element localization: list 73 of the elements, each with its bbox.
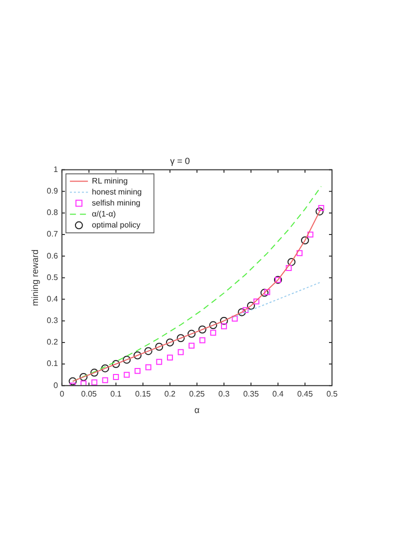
point	[246, 302, 255, 310]
point	[296, 250, 303, 256]
point	[260, 288, 268, 297]
x-tick-label: 0.3	[218, 390, 230, 399]
x-tick-label: 0.1	[110, 390, 122, 399]
point	[188, 342, 195, 349]
point	[287, 258, 296, 266]
y-tick-label: 1	[53, 165, 58, 174]
point	[155, 342, 164, 351]
point	[178, 349, 184, 356]
chart-title: γ = 0	[170, 156, 190, 166]
point	[80, 380, 87, 386]
point	[90, 368, 98, 377]
y-tick-label: 0.1	[46, 359, 58, 368]
legend-label: honest mining	[92, 188, 142, 197]
point	[156, 358, 162, 365]
point	[80, 372, 88, 381]
y-axis-title: mining reward	[30, 249, 40, 306]
point	[102, 377, 108, 384]
point	[286, 265, 292, 271]
x-tick-label: 0.4	[272, 390, 284, 399]
y-tick-label: 0	[53, 380, 58, 390]
point	[134, 368, 141, 374]
x-tick-label: 0.2	[164, 390, 176, 399]
x-tick-label: 0.35	[243, 390, 260, 399]
y-tick-label: 0.8	[46, 208, 58, 218]
legend-label: optimal policy	[92, 220, 140, 230]
point	[300, 236, 309, 244]
point	[166, 354, 173, 361]
point	[232, 316, 238, 322]
point	[112, 360, 120, 368]
y-tick-label: 0.5	[46, 272, 58, 282]
point	[238, 308, 246, 316]
point	[307, 232, 314, 238]
point	[242, 307, 249, 314]
point	[264, 289, 270, 296]
legend-label: RL mining	[92, 176, 128, 186]
point	[134, 351, 142, 360]
x-tick-label: 0.15	[135, 390, 152, 399]
point	[198, 325, 206, 334]
point	[199, 337, 206, 344]
point	[101, 364, 110, 372]
point	[318, 205, 324, 211]
point	[122, 356, 131, 364]
point	[316, 207, 324, 216]
y-tick-label: 0.7	[46, 230, 58, 239]
point	[220, 323, 227, 330]
point	[91, 379, 98, 386]
point	[220, 316, 228, 325]
point	[144, 347, 152, 356]
y-tick-label: 0.6	[46, 251, 58, 260]
y-tick-label: 0.2	[46, 338, 58, 347]
point	[253, 298, 260, 304]
y-tick-label: 0.4	[46, 294, 58, 304]
x-tick-label: 0.45	[297, 390, 314, 399]
x-tick-label: 0.25	[189, 390, 206, 399]
x-axis-title: α	[194, 405, 200, 416]
legend-label: α/(1-α)	[92, 210, 116, 219]
point	[188, 330, 196, 338]
legend-label: selfish mining	[92, 198, 140, 208]
y-tick-label: 0.3	[46, 316, 58, 326]
y-tick-label: 0.9	[46, 186, 58, 196]
point	[176, 334, 185, 342]
x-tick-label: 0	[60, 390, 65, 399]
point	[209, 321, 218, 330]
x-tick-label: 0.5	[326, 390, 338, 399]
point	[112, 374, 119, 380]
point	[210, 330, 216, 336]
point	[145, 364, 152, 370]
point	[166, 338, 174, 346]
point	[68, 377, 77, 386]
point	[124, 372, 130, 378]
x-tick-label: 0.05	[81, 390, 98, 399]
